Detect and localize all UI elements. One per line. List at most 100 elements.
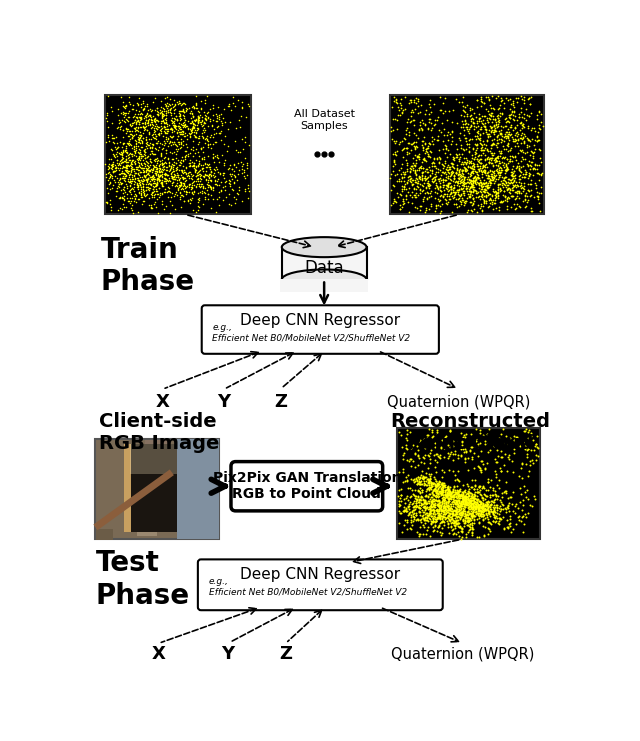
Point <box>143 160 153 172</box>
Point <box>423 150 433 162</box>
Point <box>512 126 522 138</box>
Point <box>442 505 452 516</box>
Point <box>458 494 468 505</box>
Point <box>119 168 129 180</box>
Point <box>184 157 195 169</box>
Point <box>127 103 138 115</box>
Point <box>502 157 513 169</box>
Point <box>524 184 534 196</box>
Point <box>468 173 478 185</box>
Point <box>494 164 504 176</box>
Point <box>432 448 442 459</box>
Point <box>124 124 134 136</box>
Point <box>171 152 181 164</box>
Point <box>188 112 198 124</box>
Point <box>426 504 436 516</box>
Point <box>531 439 541 451</box>
Point <box>152 152 163 164</box>
Point <box>409 141 419 153</box>
Point <box>177 125 187 137</box>
Point <box>461 495 471 507</box>
Point <box>130 125 140 137</box>
Point <box>164 159 174 171</box>
Point <box>183 124 193 136</box>
Point <box>440 512 451 524</box>
Point <box>405 514 415 526</box>
Point <box>189 186 199 198</box>
Point <box>164 93 175 104</box>
Point <box>208 193 218 205</box>
Point <box>453 514 463 525</box>
Point <box>452 498 463 510</box>
Point <box>396 495 406 507</box>
Point <box>453 153 463 165</box>
Point <box>425 513 435 525</box>
Point <box>413 150 423 162</box>
Point <box>469 123 479 135</box>
Point <box>394 199 404 210</box>
Point <box>106 160 116 172</box>
Point <box>461 163 471 175</box>
Point <box>465 508 476 519</box>
Point <box>510 193 520 205</box>
Point <box>445 188 455 200</box>
Point <box>490 119 500 130</box>
Point <box>453 499 463 511</box>
Point <box>467 530 477 542</box>
Point <box>479 139 489 150</box>
Point <box>198 170 208 182</box>
Point <box>145 164 155 176</box>
Point <box>423 509 433 521</box>
Point <box>498 177 508 189</box>
Point <box>113 109 124 121</box>
Point <box>479 124 490 136</box>
Point <box>172 127 182 139</box>
Point <box>407 519 417 531</box>
Point <box>120 100 131 112</box>
Point <box>470 480 480 492</box>
Point <box>514 111 524 123</box>
Point <box>169 119 179 131</box>
Point <box>133 156 143 168</box>
Point <box>517 459 527 471</box>
Point <box>513 134 523 146</box>
Point <box>420 507 431 519</box>
Point <box>411 187 421 199</box>
Point <box>414 501 424 513</box>
Point <box>157 107 168 119</box>
Point <box>438 501 449 513</box>
Point <box>134 166 145 178</box>
Point <box>469 517 479 529</box>
Point <box>132 136 143 147</box>
Point <box>476 505 486 517</box>
Point <box>460 496 470 508</box>
Point <box>452 488 462 500</box>
FancyBboxPatch shape <box>145 448 159 456</box>
Point <box>438 514 448 526</box>
Point <box>464 141 474 153</box>
Point <box>471 435 481 447</box>
Point <box>166 115 177 127</box>
Point <box>425 94 435 106</box>
Point <box>159 168 169 180</box>
Point <box>470 151 480 163</box>
Point <box>486 142 497 153</box>
Point <box>133 165 143 176</box>
Point <box>399 494 409 505</box>
Point <box>501 130 511 142</box>
Point <box>499 161 509 173</box>
Point <box>201 165 211 177</box>
Point <box>442 510 452 522</box>
Point <box>443 509 453 521</box>
Point <box>199 151 209 163</box>
Point <box>445 511 456 522</box>
Point <box>484 113 494 124</box>
Point <box>187 122 197 134</box>
Point <box>421 144 431 156</box>
Point <box>525 98 536 110</box>
Point <box>445 505 456 516</box>
Point <box>536 116 546 128</box>
Point <box>523 160 533 172</box>
Point <box>151 162 161 173</box>
Point <box>484 523 494 535</box>
